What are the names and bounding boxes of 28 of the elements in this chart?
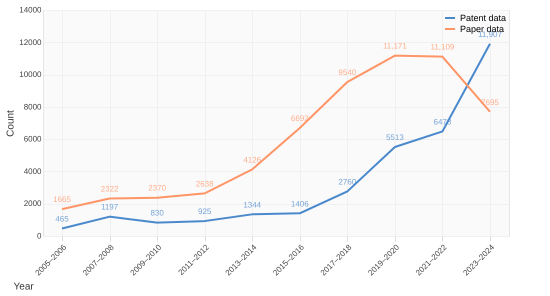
y-tick-label: 0 [37, 232, 42, 240]
y-tick-label: 2000 [24, 199, 42, 208]
data-label: 2370 [148, 184, 167, 193]
data-label: 925 [198, 207, 212, 216]
x-axis-title: Year [14, 281, 34, 292]
data-label: 1665 [53, 195, 72, 204]
y-tick-label: 8000 [24, 102, 42, 112]
y-tick-label: 12000 [19, 38, 42, 47]
data-label: 2760 [338, 177, 357, 186]
data-label: 11,109 [430, 42, 455, 52]
data-label: 830 [150, 208, 164, 218]
y-tick-label: 10000 [19, 70, 42, 80]
y-tick-label: 14000 [19, 6, 42, 14]
data-label: 11,171 [382, 42, 408, 51]
data-label: 1406 [290, 199, 310, 208]
data-label: 1197 [100, 202, 119, 212]
data-label: 4126 [243, 155, 262, 164]
data-label: 5513 [386, 133, 404, 142]
y-tick-label: 6000 [24, 134, 42, 144]
data-label: 9540 [338, 68, 357, 77]
data-label: 2322 [100, 184, 120, 194]
y-tick-label: 4000 [24, 166, 42, 176]
data-label: 2638 [196, 179, 214, 188]
data-label: 6692 [290, 114, 310, 123]
legend-label: Patent data [460, 13, 506, 23]
data-label: 465 [55, 214, 70, 224]
data-label: 1344 [243, 200, 262, 210]
y-axis-title: Count [5, 110, 16, 137]
